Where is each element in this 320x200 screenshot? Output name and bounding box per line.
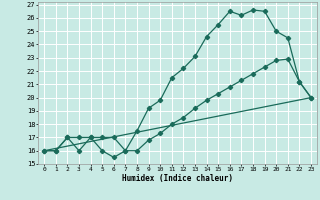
X-axis label: Humidex (Indice chaleur): Humidex (Indice chaleur) — [122, 174, 233, 183]
